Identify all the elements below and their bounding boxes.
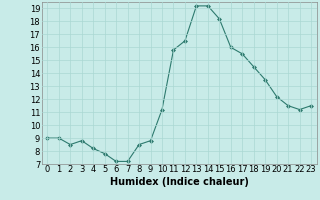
X-axis label: Humidex (Indice chaleur): Humidex (Indice chaleur)	[110, 177, 249, 187]
